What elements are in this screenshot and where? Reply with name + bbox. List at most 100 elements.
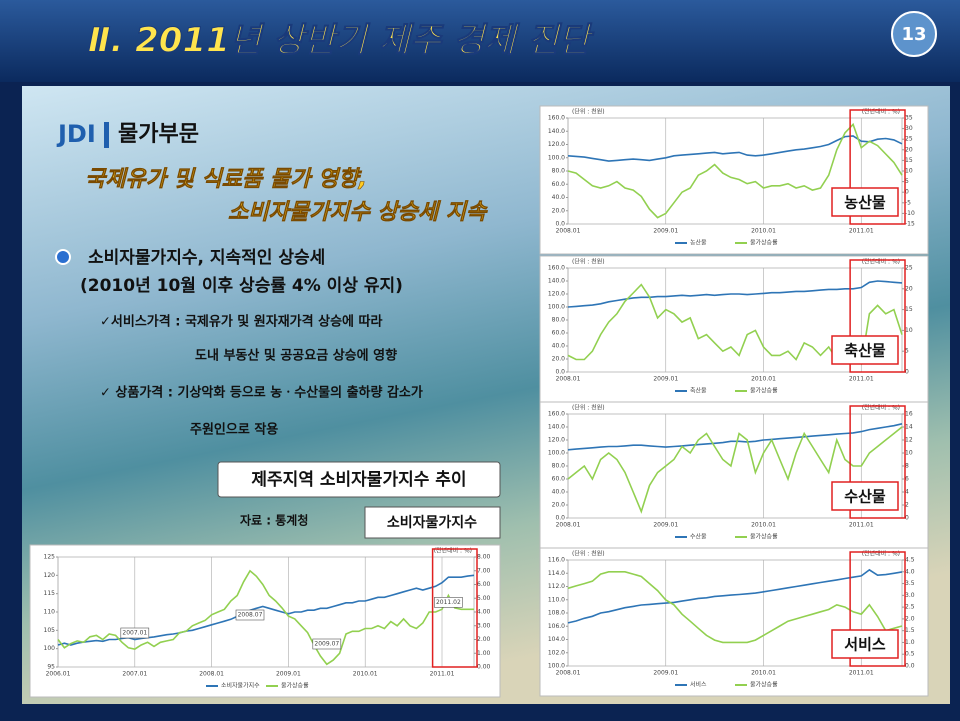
y2-axis-label: (전년대비 : %)	[862, 258, 900, 266]
y2-tick-label: 10	[905, 168, 913, 175]
legend-label: 물가상승률	[750, 239, 778, 247]
y-tick-label: 0.0	[555, 221, 565, 228]
annotation: 서비스	[844, 636, 886, 654]
annotation: 수산물	[844, 488, 886, 506]
y-tick-label: 115	[44, 590, 56, 597]
y2-tick-label: -5	[905, 199, 911, 206]
headline: 국제유가 및 식료품 물가 영향,	[85, 167, 367, 192]
y-tick-label: 100.0	[548, 154, 565, 161]
y-tick-label: 100.0	[548, 663, 565, 670]
y2-axis-label: (전년대비 : %)	[862, 404, 900, 412]
y-tick-label: 40.0	[552, 343, 566, 350]
y-tick-label: 80.0	[552, 317, 566, 324]
y2-tick-label: 0.5	[905, 651, 915, 658]
y-tick-label: 114.0	[548, 570, 565, 577]
x-tick-label: 2009.01	[653, 670, 678, 677]
y-tick-label: 40.0	[552, 489, 566, 496]
y-tick-label: 160.0	[548, 411, 565, 418]
y2-tick-label: 15	[905, 306, 913, 313]
y2-tick-label: 0.00	[477, 664, 491, 671]
page: { "header": {"title": "Ⅱ. 2011년 상반기 제주 경…	[0, 0, 960, 721]
y-tick-label: 0.0	[555, 515, 565, 522]
y2-tick-label: 5.00	[477, 595, 491, 602]
y2-tick-label: 10	[905, 327, 913, 334]
y-tick-label: 140.0	[548, 278, 565, 285]
x-tick-label: 2011.01	[849, 670, 874, 677]
y-tick-label: 160.0	[548, 115, 565, 122]
x-tick-label: 2009.01	[276, 671, 301, 678]
x-tick-label: 2011.01	[849, 376, 874, 383]
y-tick-label: 20.0	[552, 207, 566, 214]
y2-tick-label: 25	[905, 136, 913, 143]
y2-tick-label: -10	[905, 210, 915, 217]
y-tick-label: 108.0	[548, 610, 565, 617]
y2-tick-label: 1.5	[905, 627, 915, 634]
annotation: 농산물	[844, 194, 886, 212]
y2-tick-label: 20	[905, 285, 913, 292]
slide-title: Ⅱ. 2011년 상반기 제주 경제 진단	[88, 21, 595, 61]
y-tick-label: 20.0	[552, 356, 566, 363]
legend-label: 서비스	[690, 681, 707, 689]
page-number: 13	[901, 24, 926, 45]
x-tick-label: 2010.01	[751, 376, 776, 383]
logo-bar	[104, 122, 109, 148]
x-tick-label: 2011.01	[849, 228, 874, 235]
y-axis-label: (단위 : 천원)	[572, 108, 605, 116]
x-tick-label: 2009.01	[653, 228, 678, 235]
y-axis-label: (단위 : 천원)	[572, 404, 605, 412]
x-tick-label: 2008.01	[199, 671, 224, 678]
item: ✓ 상품가격 : 기상악화 등으로 농ㆍ수산물의 출하량 감소가	[100, 385, 423, 401]
logo: JDI	[56, 120, 96, 148]
y2-axis-label: (전년대비 : %)	[862, 108, 900, 116]
y2-tick-label: 2.5	[905, 604, 915, 611]
y-tick-label: 60.0	[552, 476, 566, 483]
x-tick-label: 2009.01	[653, 376, 678, 383]
x-tick-label: 2008.01	[556, 228, 581, 235]
y2-tick-label: 4.00	[477, 609, 491, 616]
x-tick-label: 2008.01	[556, 670, 581, 677]
y-tick-label: 20.0	[552, 502, 566, 509]
item: 도내 부동산 및 공공요금 상승에 영향	[195, 348, 397, 364]
y-tick-label: 160.0	[548, 265, 565, 272]
y-tick-label: 40.0	[552, 194, 566, 201]
y-tick-label: 100.0	[548, 304, 565, 311]
legend-label: 농산물	[690, 239, 707, 247]
y-tick-label: 60.0	[552, 330, 566, 337]
y-tick-label: 125	[44, 554, 56, 561]
headline: 소비자물가지수 상승세 지속	[228, 200, 488, 225]
y2-tick-label: 3.00	[477, 622, 491, 629]
y2-tick-label: 16	[905, 411, 913, 418]
section-title: 물가부문	[118, 122, 199, 147]
y-tick-label: 116.0	[548, 557, 565, 564]
annotation: 2008.07	[238, 612, 263, 619]
annotation: 2009.07	[314, 641, 339, 648]
y-tick-label: 100	[44, 645, 56, 652]
item: 주원인으로 작용	[190, 422, 278, 438]
y-tick-label: 60.0	[552, 181, 566, 188]
y-tick-label: 102.0	[548, 649, 565, 656]
y2-tick-label: 3.0	[905, 592, 915, 599]
y2-tick-label: 0.0	[905, 663, 915, 670]
source: 자료 : 통계청	[240, 513, 308, 528]
x-tick-label: 2008.01	[556, 522, 581, 529]
slide: Ⅱ. 2011년 상반기 제주 경제 진단 13 JDI 물가부문 국제유가 및…	[0, 0, 960, 721]
y-axis-label: (단위 : 천원)	[572, 258, 605, 266]
y-tick-label: 0.0	[555, 369, 565, 376]
y-tick-label: 120.0	[548, 291, 565, 298]
y2-tick-label: 10	[905, 450, 913, 457]
y2-tick-label: 25	[905, 265, 913, 272]
y2-tick-label: 12	[905, 437, 913, 444]
legend-label: 물가상승률	[750, 387, 778, 395]
y2-tick-label: 1.0	[905, 639, 915, 646]
legend-label: 물가상승률	[750, 533, 778, 541]
y2-tick-label: 20	[905, 146, 913, 153]
y-tick-label: 106.0	[548, 623, 565, 630]
y-tick-label: 95	[47, 664, 55, 671]
y2-axis-label: (전년대비 : %)	[862, 550, 900, 558]
y-tick-label: 105	[44, 627, 56, 634]
y2-tick-label: 35	[905, 115, 913, 122]
x-tick-label: 2010.01	[751, 670, 776, 677]
y2-tick-label: 8.00	[477, 554, 491, 561]
y2-tick-label: 30	[905, 125, 913, 132]
legend-label: 물가상승률	[281, 682, 309, 690]
